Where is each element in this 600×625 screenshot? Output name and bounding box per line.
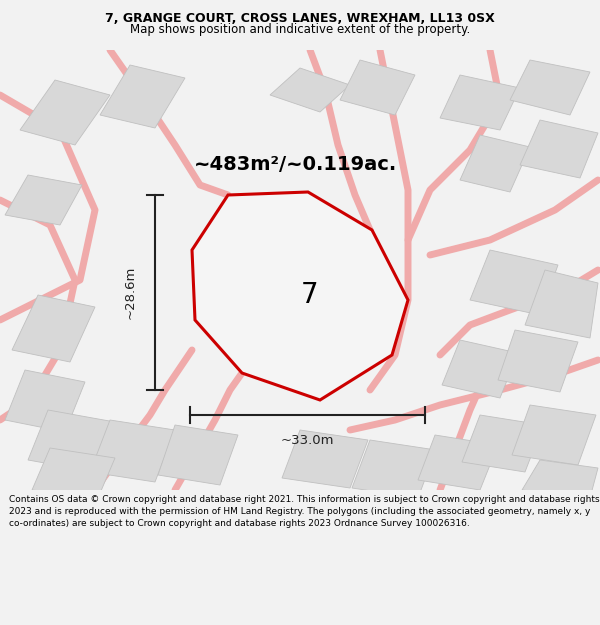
Polygon shape (32, 448, 115, 498)
Polygon shape (520, 120, 598, 178)
Polygon shape (158, 425, 238, 485)
Polygon shape (90, 420, 175, 482)
Polygon shape (340, 60, 415, 115)
Polygon shape (418, 435, 498, 490)
Polygon shape (28, 410, 115, 472)
Polygon shape (442, 340, 518, 398)
Text: Contains OS data © Crown copyright and database right 2021. This information is : Contains OS data © Crown copyright and d… (9, 496, 599, 528)
Text: 7, GRANGE COURT, CROSS LANES, WREXHAM, LL13 0SX: 7, GRANGE COURT, CROSS LANES, WREXHAM, L… (105, 12, 495, 26)
Polygon shape (470, 250, 558, 315)
Polygon shape (462, 415, 543, 472)
Polygon shape (235, 238, 355, 345)
Polygon shape (498, 330, 578, 392)
Polygon shape (512, 405, 596, 465)
Polygon shape (192, 192, 408, 400)
Text: ~483m²/~0.119ac.: ~483m²/~0.119ac. (193, 156, 397, 174)
Polygon shape (5, 370, 85, 432)
Polygon shape (460, 135, 530, 192)
Polygon shape (525, 270, 598, 338)
Polygon shape (352, 440, 436, 498)
Polygon shape (20, 80, 110, 145)
Polygon shape (5, 175, 82, 225)
Polygon shape (12, 295, 95, 362)
Polygon shape (510, 60, 590, 115)
Polygon shape (440, 75, 520, 130)
Polygon shape (100, 65, 185, 128)
Text: 7: 7 (301, 281, 319, 309)
Text: ~28.6m: ~28.6m (124, 265, 137, 319)
Text: Map shows position and indicative extent of the property.: Map shows position and indicative extent… (130, 23, 470, 36)
Polygon shape (270, 68, 350, 112)
Polygon shape (282, 430, 368, 488)
Text: ~33.0m: ~33.0m (280, 434, 334, 446)
Polygon shape (522, 460, 598, 498)
